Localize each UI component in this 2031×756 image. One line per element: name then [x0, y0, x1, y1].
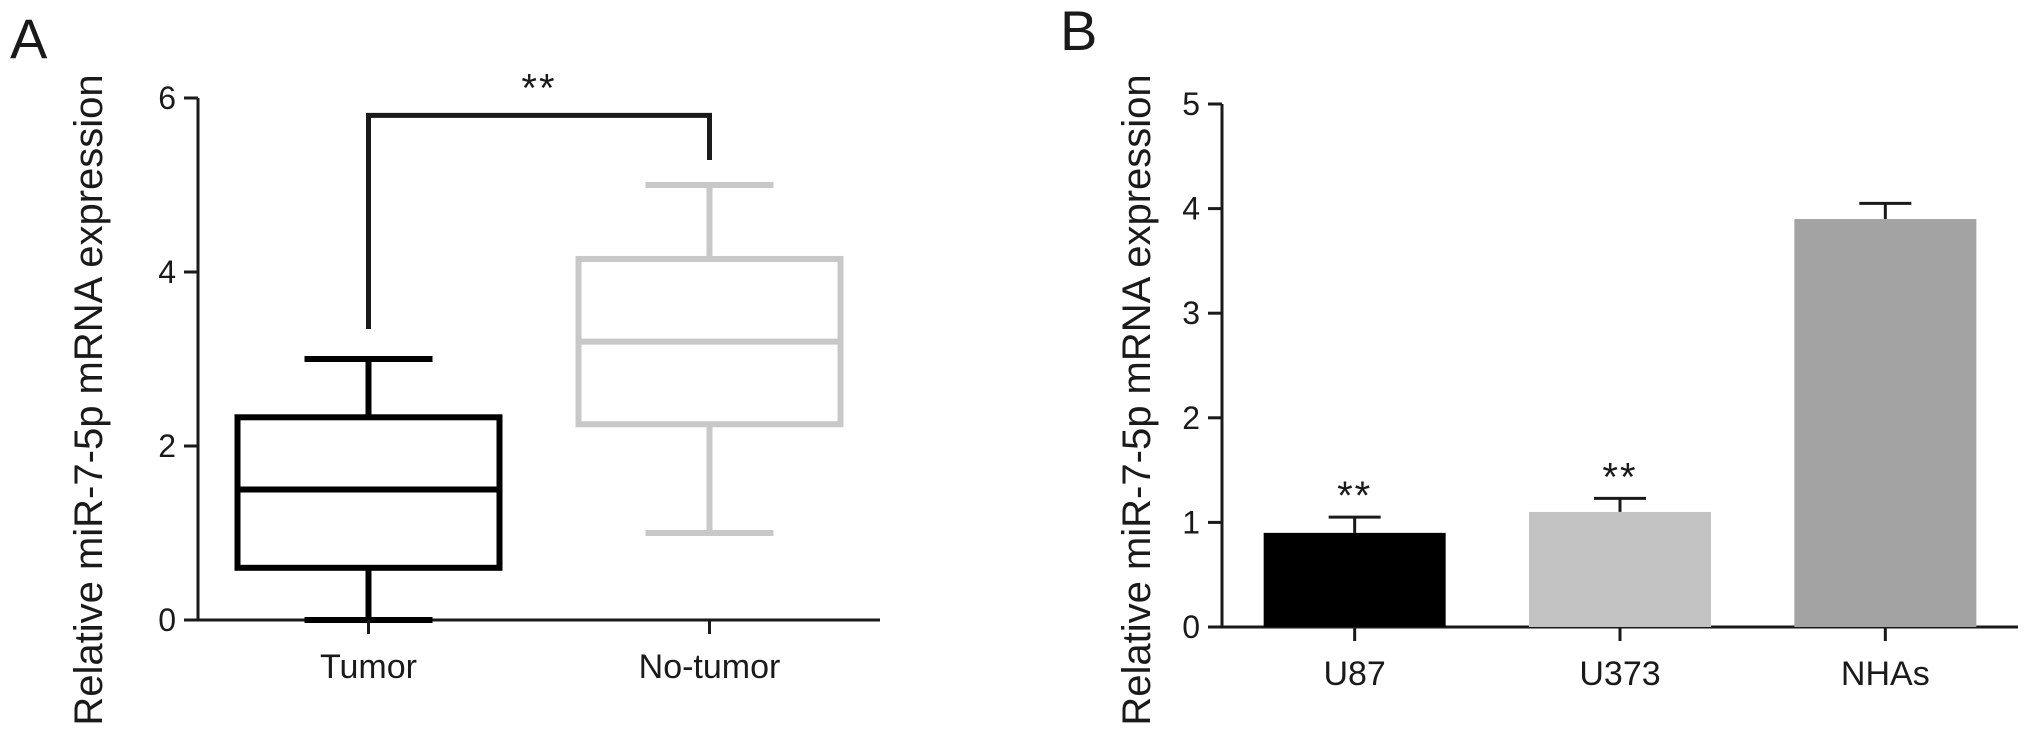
- panel-a-y-tick-label: 4: [158, 254, 176, 290]
- bar: [1794, 219, 1977, 627]
- panel-b-bar-group-u87: **: [1263, 474, 1446, 627]
- panel-b-bars: ** **: [1263, 201, 1977, 627]
- panel-a-y-axis-label: Relative miR-7-5p mRNA expression: [67, 74, 111, 725]
- bar-significance-label: **: [1337, 474, 1372, 518]
- bar-significance-label: **: [1602, 455, 1637, 499]
- panel-b-x-category-label: U373: [1579, 655, 1660, 693]
- panel-a-y-tick-label: 2: [158, 428, 176, 464]
- panel-b-y-tick-label: 5: [1182, 86, 1200, 122]
- panel-b-y-tick-label: 3: [1182, 295, 1200, 331]
- bar: [1529, 511, 1711, 627]
- panel-a-x-category-label: Tumor: [320, 648, 417, 686]
- panel-a-letter: A: [10, 7, 48, 70]
- panel-b-bar-group-u373: **: [1529, 455, 1711, 627]
- panel-a-axes: [196, 98, 880, 622]
- panel-b-x-categories: U87 U373 NHAs: [1323, 627, 1930, 693]
- panel-a-box-no-tumor: [575, 182, 844, 536]
- panel-a-y-tick-label: 0: [158, 602, 176, 638]
- iqr-box: [234, 414, 503, 571]
- panel-b-y-tick-label: 2: [1182, 400, 1200, 436]
- panel-a-box-tumor: [234, 356, 503, 623]
- panel-b-y-tick-label: 0: [1182, 609, 1200, 645]
- panel-b-y-tick-label: 4: [1182, 191, 1200, 227]
- panel-b-y-axis-label: Relative miR-7-5p mRNA expression: [1115, 74, 1159, 725]
- panel-b-letter: B: [1060, 0, 1097, 62]
- panel-b-x-category-label: U87: [1323, 655, 1385, 693]
- panel-b-x-category-label: NHAs: [1841, 655, 1930, 693]
- panel-a-boxes: [234, 182, 844, 623]
- panel-b-y-ticks: 0 1 2 3 4 5: [1182, 86, 1222, 645]
- panel-a: A Relative miR-7-5p mRNA expression 0 2 4 6…: [10, 7, 880, 726]
- significance-bracket: [366, 112, 712, 329]
- panel-a-x-category-label: No-tumor: [639, 648, 781, 686]
- panel-a-y-tick-label: 6: [158, 80, 176, 116]
- panel-b: B Relative miR-7-5p mRNA expression 0 1 2 3…: [1060, 0, 2018, 726]
- panel-b-y-tick-label: 1: [1182, 504, 1200, 540]
- panel-a-x-categories: Tumor No-tumor: [320, 620, 780, 686]
- panel-b-bar-group-nhas: [1794, 201, 1977, 627]
- panel-a-y-ticks: 0 2 4 6: [158, 80, 198, 638]
- bar: [1263, 532, 1446, 627]
- panel-a-significance: **: [366, 66, 712, 329]
- significance-label: **: [521, 66, 556, 110]
